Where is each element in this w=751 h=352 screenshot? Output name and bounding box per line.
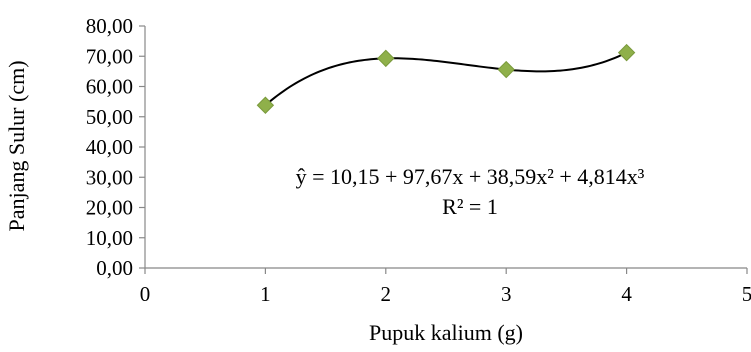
y-tick-label: 20,00 (86, 196, 133, 220)
data-point (497, 60, 515, 79)
x-tick-label: 1 (260, 282, 271, 306)
y-tick-label: 70,00 (86, 44, 133, 68)
y-axis-ticks: 0,00 10,00 20,00 30,00 40,00 50,00 60,00 70,00 8… (86, 14, 145, 280)
y-tick-label: 40,00 (86, 135, 133, 159)
x-tick-label: 4 (621, 282, 632, 306)
y-tick-label: 80,00 (86, 14, 133, 38)
y-tick-label: 0,00 (96, 256, 133, 280)
data-point (617, 43, 636, 62)
x-tick-label: 0 (140, 282, 151, 306)
regression-equation: ŷ = 10,15 + 97,67x + 38,59x² + 4,814x³ (296, 164, 645, 189)
x-axis-title: Pupuk kalium (g) (369, 320, 523, 345)
y-tick-label: 60,00 (86, 75, 133, 99)
y-axis-title: Panjang Sulur (cm) (4, 60, 29, 231)
trendline (264, 51, 628, 107)
y-tick-label: 10,00 (86, 226, 133, 250)
y-tick-label: 50,00 (86, 105, 133, 129)
x-axis-ticks: 0 1 2 3 4 5 (140, 268, 751, 306)
data-points (256, 43, 636, 114)
r-squared-label: R² = 1 (442, 194, 498, 219)
y-tick-label: 30,00 (86, 165, 133, 189)
x-tick-label: 2 (381, 282, 392, 306)
data-point (377, 49, 395, 68)
data-point (256, 96, 275, 114)
x-tick-label: 3 (501, 282, 512, 306)
x-tick-label: 5 (742, 282, 751, 306)
